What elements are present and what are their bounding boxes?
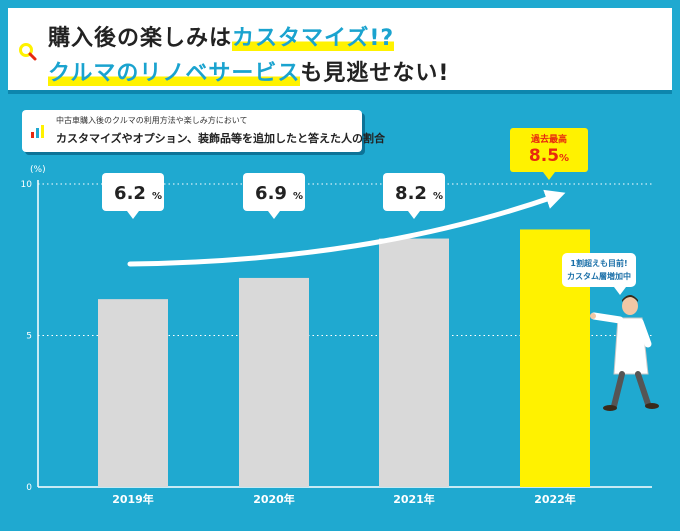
record-high-number: 8.5	[528, 146, 560, 166]
trend-arrow	[127, 189, 566, 267]
value-bubble-box	[102, 173, 164, 211]
subtitle-main: カスタマイズやオプション、装飾品等を追加したと答えた人の割合	[56, 132, 386, 145]
value-bubble: 8.2%	[383, 173, 445, 219]
x-tick-label: 2020年	[253, 492, 295, 506]
header-banner: 購入後の楽しみはカスタマイズ!? クルマのリノベサービスも見逃せない!	[8, 8, 672, 94]
title-text-highlight-2: クルマのリノベサービス	[48, 61, 301, 86]
data-label: 6.2	[114, 183, 146, 204]
y-tick-label: 10	[21, 180, 33, 190]
value-bubble-box	[383, 173, 445, 211]
value-bubble-tail	[127, 211, 139, 219]
chart-subtitle-box: 中古車購入後のクルマの利用方法や楽しみ方において カスタマイズやオプション、装飾…	[22, 110, 385, 152]
y-tick-label: 5	[26, 332, 32, 342]
x-tick-label: 2021年	[393, 492, 435, 506]
bar-2020年	[239, 277, 309, 487]
bar-chart-icon	[31, 125, 44, 138]
presenter-illustration	[590, 295, 659, 411]
value-bubble-tail	[408, 211, 420, 219]
record-high-unit: %	[559, 153, 570, 164]
data-label: 8.2	[395, 183, 427, 204]
x-tick-label: 2022年	[534, 492, 576, 506]
value-bubble: 6.9%	[243, 173, 305, 219]
value-bubble-tail	[268, 211, 280, 219]
title-line-2: クルマのリノベサービスも見逃せない!	[48, 55, 449, 87]
record-high-box: 過去最高 8.5%	[510, 128, 588, 180]
title-text-highlight: カスタマイズ!?	[232, 26, 395, 51]
y-unit-label: (%)	[30, 165, 46, 175]
data-label-unit: %	[433, 191, 443, 202]
data-label: 6.9	[255, 183, 287, 204]
record-high-label: 過去最高	[530, 135, 567, 145]
title-text-dark: 購入後の楽しみは	[48, 26, 233, 51]
data-label-unit: %	[293, 191, 303, 202]
title-line-1: 購入後の楽しみはカスタマイズ!?	[48, 20, 395, 52]
callout-line-2: カスタム層増加中	[567, 272, 631, 281]
bar-2021年	[379, 238, 449, 487]
bar-2019年	[98, 299, 168, 487]
callout-line-1: 1割超えも目前!	[570, 259, 628, 268]
search-icon	[19, 43, 37, 61]
y-tick-label: 0	[26, 483, 32, 493]
value-bubble: 6.2%	[102, 173, 164, 219]
record-high-value: 8.5%	[510, 146, 588, 166]
speech-callout: 1割超えも目前! カスタム層増加中	[562, 253, 636, 295]
title-text-dark-2: も見逃せない!	[300, 61, 450, 86]
subtitle-small: 中古車購入後のクルマの利用方法や楽しみ方において	[56, 116, 248, 125]
x-tick-label: 2019年	[112, 492, 154, 506]
data-label-unit: %	[152, 191, 162, 202]
value-bubble-box	[243, 173, 305, 211]
